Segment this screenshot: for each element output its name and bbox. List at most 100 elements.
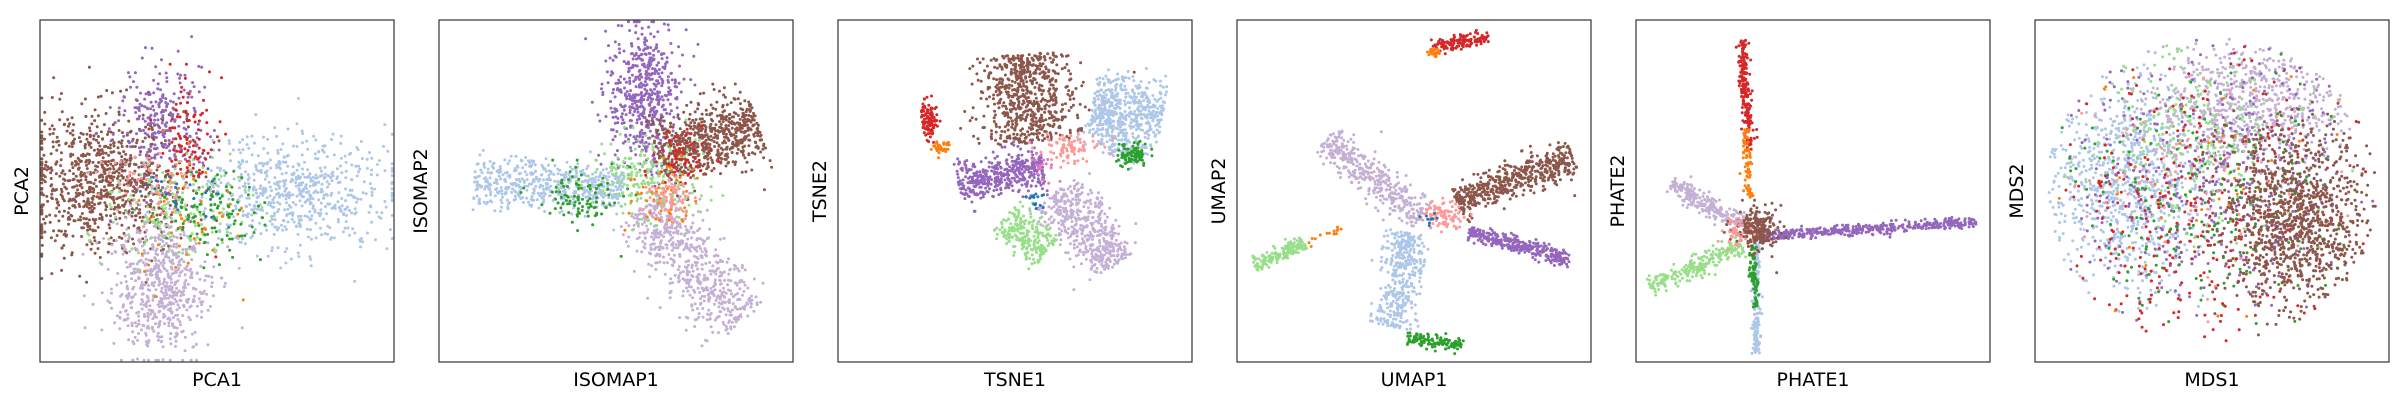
- data-point: [506, 207, 510, 211]
- data-point: [736, 148, 740, 151]
- data-point: [627, 235, 631, 239]
- data-point: [83, 222, 86, 226]
- data-point: [183, 267, 187, 271]
- data-point: [719, 161, 723, 165]
- data-point: [124, 309, 127, 313]
- data-point: [153, 156, 157, 160]
- data-point: [160, 205, 164, 209]
- data-point: [711, 330, 715, 334]
- data-point: [339, 209, 343, 213]
- data-point: [742, 280, 746, 284]
- data-point: [117, 235, 121, 239]
- data-point: [591, 197, 594, 201]
- data-point: [243, 234, 247, 238]
- data-point: [206, 187, 210, 191]
- data-point: [139, 240, 143, 243]
- data-point: [166, 129, 170, 133]
- data-point: [708, 125, 712, 128]
- data-point: [142, 145, 146, 149]
- data-point: [59, 92, 63, 95]
- data-point: [300, 153, 304, 157]
- data-point: [654, 69, 658, 72]
- data-point: [743, 144, 747, 148]
- data-point: [183, 349, 187, 353]
- data-point: [242, 213, 246, 217]
- data-point: [289, 257, 293, 261]
- data-point: [170, 140, 174, 144]
- data-point: [649, 62, 653, 66]
- data-point: [78, 192, 82, 196]
- data-point: [640, 91, 643, 94]
- data-point: [93, 178, 97, 182]
- data-point: [526, 159, 530, 163]
- data-point: [711, 161, 715, 165]
- data-point: [640, 32, 644, 36]
- data-point: [605, 70, 609, 74]
- data-point: [130, 324, 134, 328]
- data-point: [202, 210, 206, 214]
- data-point: [85, 280, 89, 284]
- data-point: [210, 179, 214, 183]
- data-point: [476, 187, 480, 191]
- data-point: [210, 230, 214, 234]
- data-point: [200, 315, 203, 319]
- data-point: [152, 329, 156, 333]
- data-point: [109, 205, 113, 209]
- data-point: [134, 98, 138, 102]
- data-point: [374, 238, 377, 242]
- data-point: [106, 163, 109, 167]
- data-point: [175, 300, 179, 304]
- data-point: [102, 167, 106, 171]
- data-point: [167, 247, 171, 251]
- data-point: [146, 251, 150, 255]
- data-point: [678, 127, 682, 131]
- data-point: [344, 187, 348, 191]
- data-point: [213, 226, 217, 230]
- data-point: [622, 60, 626, 63]
- data-point: [325, 155, 329, 159]
- data-point: [299, 175, 302, 179]
- data-point: [553, 179, 557, 183]
- data-point: [177, 306, 181, 310]
- data-point: [183, 335, 187, 339]
- data-point: [247, 182, 251, 186]
- data-point: [628, 105, 632, 109]
- data-point: [634, 85, 638, 89]
- data-point: [269, 201, 273, 205]
- data-point: [329, 193, 333, 197]
- data-point: [750, 106, 754, 110]
- data-point: [507, 185, 511, 189]
- data-point: [206, 167, 210, 171]
- data-point: [390, 194, 394, 198]
- data-point: [617, 78, 621, 82]
- data-point: [177, 267, 181, 270]
- data-point: [171, 316, 175, 319]
- data-point: [613, 40, 617, 44]
- data-point: [177, 198, 181, 202]
- data-point: [51, 132, 55, 135]
- data-point: [194, 287, 198, 291]
- data-point: [286, 127, 290, 131]
- data-point: [48, 220, 52, 224]
- data-point: [203, 233, 207, 237]
- data-point: [176, 72, 180, 76]
- data-point: [129, 156, 133, 160]
- data-point: [88, 227, 92, 231]
- data-point: [185, 175, 189, 179]
- data-point: [138, 231, 142, 235]
- data-point: [88, 160, 92, 163]
- data-point: [666, 78, 670, 82]
- data-point: [493, 194, 497, 198]
- data-point: [696, 307, 699, 311]
- data-point: [143, 105, 147, 109]
- data-point: [621, 141, 625, 145]
- data-point: [168, 207, 172, 211]
- data-point: [55, 234, 59, 237]
- data-point: [598, 173, 602, 177]
- data-point: [154, 225, 158, 228]
- series-1-points: [40, 65, 229, 284]
- data-point: [252, 204, 256, 208]
- data-point: [197, 137, 201, 141]
- data-point: [192, 183, 196, 186]
- data-point: [652, 58, 656, 62]
